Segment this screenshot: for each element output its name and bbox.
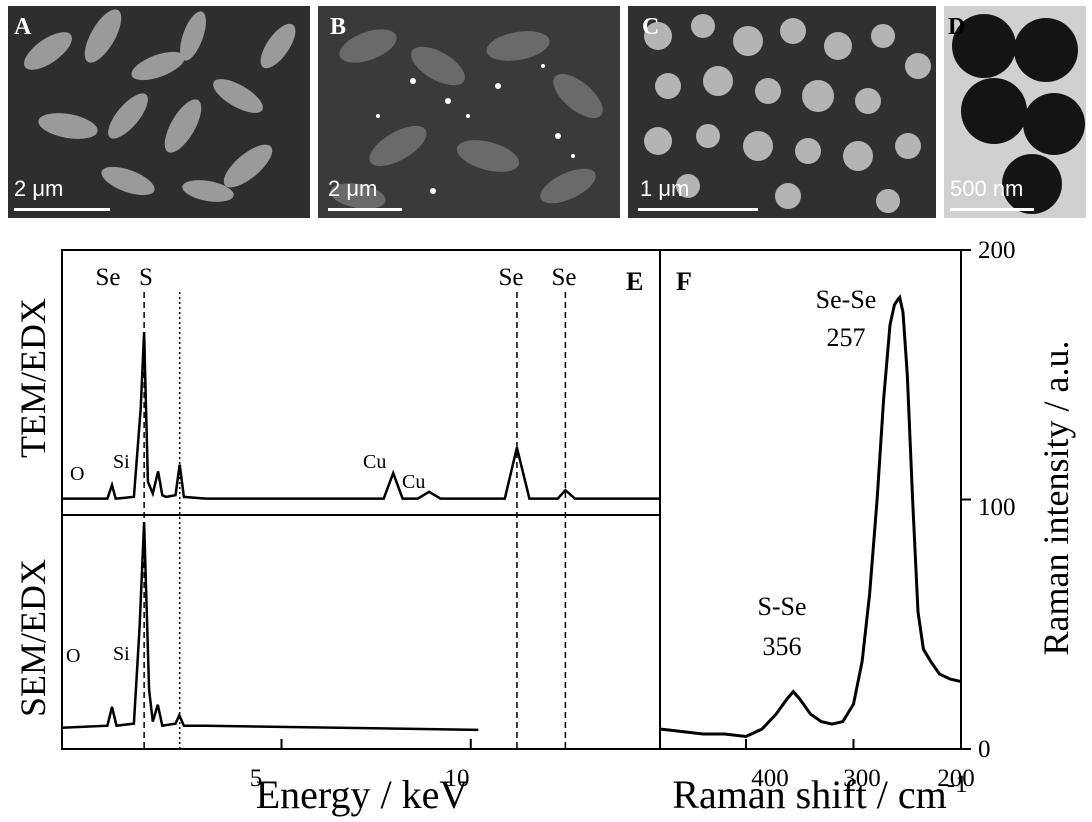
e-xtick-5: 5: [250, 765, 263, 792]
sem-o-annotation: O: [66, 645, 80, 667]
f-ylabel: Raman intensity / a.u.: [1036, 341, 1076, 656]
panel-e-label: E: [626, 267, 643, 296]
peak-s-se-name: S-Se: [757, 592, 806, 621]
micrograph-a-label: A: [14, 14, 32, 40]
micrograph-a-scale-text: 2 μm: [14, 176, 64, 201]
raman-line: [659, 294, 962, 739]
micrograph-d-scale-text: 500 nm: [950, 176, 1024, 201]
panel-f-label: F: [676, 267, 692, 296]
micrograph-b-scale-bar: [328, 208, 402, 211]
f-xtick-300: 300: [843, 765, 881, 792]
f-xlabel-sup: -1: [947, 771, 968, 798]
sem-edx-line: [61, 521, 479, 732]
refline-label-se-1: Se: [96, 264, 121, 291]
micrograph-a-scale-bar: [14, 208, 110, 211]
sem-si-annotation: Si: [113, 643, 130, 665]
micrograph-b-image: [318, 6, 620, 218]
micrograph-c-scale-bar: [638, 208, 758, 211]
f-xtick-200: 200: [937, 765, 975, 792]
e-xtick-10: 10: [445, 765, 470, 792]
tem-o-annotation: O: [70, 463, 84, 485]
refline-label-se-3: Se: [552, 264, 577, 291]
f-xlabel-main: Raman shift / cm: [672, 772, 946, 817]
tem-edx-ylabel: TEM/EDX: [13, 298, 53, 458]
f-xtick-400: 400: [751, 765, 789, 792]
micrograph-c-scale-text: 1 μm: [640, 176, 690, 201]
f-ytick-200: 200: [978, 237, 1016, 264]
micrograph-c-label: C: [642, 14, 660, 40]
f-ytick-0: 0: [978, 736, 991, 763]
tem-cu1-annotation: Cu: [363, 451, 386, 473]
micrograph-d: [944, 6, 1086, 218]
micrograph-a: [8, 6, 310, 218]
micrograph-b-label: B: [330, 14, 347, 40]
micrograph-c-image: [628, 6, 936, 218]
peak-se-se-name: Se-Se: [816, 285, 877, 314]
f-xlabel: Raman shift / cm-1: [672, 771, 967, 817]
micrograph-d-image: [944, 6, 1086, 218]
micrograph-d-scale-bar: [950, 208, 1034, 211]
peak-s-se-value: 356: [763, 632, 802, 661]
panel-f-frame: [659, 249, 962, 750]
peak-se-se-value: 257: [827, 323, 866, 352]
spectra-chart: E TEM/EDX SEM/EDX O Si Cu Cu O Si Se S S…: [13, 237, 1076, 817]
f-ytick-100: 100: [978, 494, 1016, 521]
refline-label-se-2: Se: [499, 264, 524, 291]
e-xlabel: Energy / keV: [256, 772, 469, 817]
sem-edx-ylabel: SEM/EDX: [13, 559, 53, 717]
tem-si-annotation: Si: [113, 451, 130, 473]
micrograph-b: [318, 6, 620, 218]
micrograph-d-label: D: [948, 14, 966, 40]
micrograph-b-scale-text: 2 μm: [328, 176, 378, 201]
refline-label-s: S: [139, 264, 153, 291]
tem-edx-line: [62, 331, 660, 500]
tem-cu2-annotation: Cu: [402, 471, 425, 493]
micrograph-a-image: [8, 6, 310, 218]
micrograph-c: [628, 6, 936, 218]
